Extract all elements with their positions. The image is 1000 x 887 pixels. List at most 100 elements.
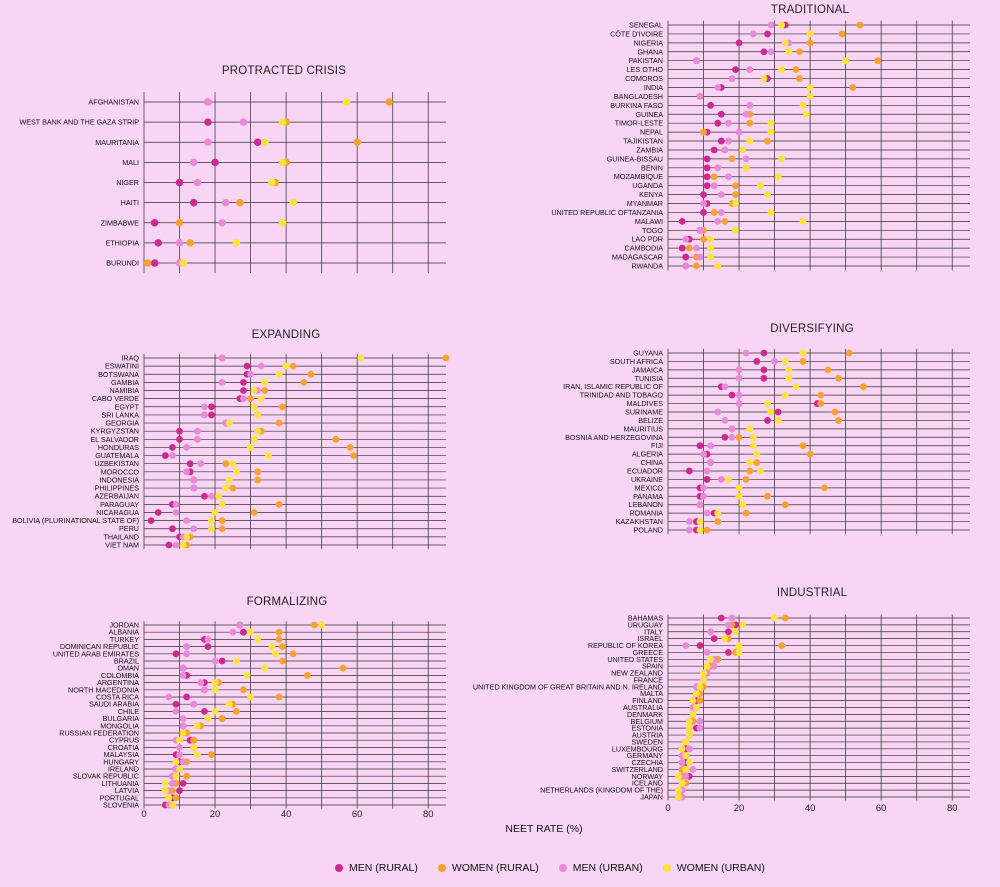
point-switzerland-men-urban — [689, 766, 697, 773]
point-namibia-women-rural — [261, 387, 269, 394]
row-label-malaysia: MALAYSIA — [104, 750, 140, 759]
row-label-indonesia: INDONESIA — [99, 475, 139, 484]
point-kenya-men-rural — [700, 191, 707, 198]
point-maldives-men-urban — [735, 400, 743, 407]
legend-item-women-urban: WOMEN (URBAN) — [662, 862, 765, 874]
point-guatemala-men-rural — [161, 452, 169, 459]
row-label-belize: BELIZE — [638, 416, 663, 425]
point-united-kingdom-of-great-britain-and-n-ireland-women-urban — [696, 683, 704, 691]
row-label-ukraine: UKRAINE — [631, 475, 663, 484]
point-italy-men-rural — [725, 628, 732, 636]
point-indonesia-women-rural — [254, 476, 262, 484]
point-jordan-men-urban — [236, 621, 244, 629]
row-label-cabo-verde: CABO VERDE — [92, 394, 139, 403]
row-label-comoros: COMOROS — [625, 74, 663, 83]
point-timor-leste-women-rural — [746, 119, 754, 127]
row-label-romania: ROMANIA — [629, 509, 663, 518]
row-label-oman: OMAN — [117, 664, 139, 673]
point-iran-islamic-republic-of-women-rural — [860, 383, 867, 391]
point-gambia-women-urban — [261, 378, 269, 386]
point-pakistan-men-urban — [693, 57, 700, 65]
point-guyana-men-rural — [760, 349, 768, 357]
row-label-algeria: ALGERIA — [632, 450, 663, 459]
point-comoros-women-urban — [760, 75, 768, 82]
point-niger-men-rural — [175, 178, 184, 187]
point-morocco-men-urban — [183, 468, 191, 476]
point-ethiopia-men-urban — [175, 239, 184, 247]
row-label-germany: GERMANY — [627, 751, 664, 760]
point-portugal-women-rural — [172, 794, 180, 802]
point-slovak-republic-women-urban — [172, 772, 180, 780]
point-zambia-men-urban — [721, 146, 729, 154]
point-guyana-women-rural — [845, 349, 853, 357]
point-guinea-bissau-women-rural — [728, 155, 736, 163]
point-burkina-faso-men-rural — [707, 101, 715, 109]
point-botswana-women-rural — [307, 370, 315, 378]
point-jamaica-women-rural — [824, 366, 832, 374]
point-west-bank-and-the-gaza-strip-men-urban — [239, 118, 248, 126]
point-ecuador-women-urban — [756, 467, 764, 475]
point-united-republic-oftanzania-women-urban — [767, 209, 775, 216]
point-japan-women-urban — [675, 793, 683, 801]
point-egypt-women-rural — [279, 403, 286, 411]
point-colombia-women-urban — [243, 672, 251, 679]
point-mozambique-women-rural — [710, 173, 718, 181]
row-label-chile: CHILE — [118, 707, 139, 716]
point-greece-women-urban — [735, 649, 743, 656]
point-uzbekistan-women-rural — [222, 460, 230, 468]
legend-item-men-rural: MEN (RURAL) — [335, 862, 418, 874]
row-label-mozambique: MOZAMBIQUE — [614, 172, 663, 181]
point-guatemala-women-urban — [264, 452, 272, 459]
point-myanmar-women-urban — [732, 200, 739, 207]
x-tick-label: 80 — [423, 809, 434, 820]
row-label-lebanon: LEBANON — [629, 500, 663, 509]
point-honduras-men-rural — [169, 444, 176, 451]
legend-label: WOMEN (URBAN) — [676, 862, 765, 874]
point-bosnia-and-herzegovina-women-urban — [749, 433, 757, 441]
row-label-el-salvador: EL SALVADOR — [90, 435, 139, 444]
point-malaysia-women-urban — [193, 751, 201, 758]
point-azerbaijan-men-urban — [208, 492, 215, 500]
row-label-tajikistan: TAJIKISTAN — [623, 137, 663, 146]
row-label-honduras: HONDURAS — [98, 443, 139, 452]
point-maldives-women-rural — [817, 400, 825, 407]
point-kazakhstan-women-urban — [696, 518, 704, 525]
point-dominican-republic-men-rural — [204, 643, 212, 650]
point-greece-men-rural — [725, 649, 732, 656]
point-chile-women-rural — [232, 708, 240, 715]
point-ghana-men-rural — [760, 48, 768, 56]
point-paraguay-men-urban — [172, 500, 180, 508]
point-portugal-women-urban — [165, 794, 173, 802]
point-mexico-women-urban — [735, 484, 743, 492]
row-label-slovak-republic: SLOVAK REPUBLIC — [73, 772, 139, 781]
point-united-republic-oftanzania-men-rural — [700, 209, 707, 216]
point-burundi-women-urban — [179, 259, 187, 267]
row-label-israel: ISRAEL — [637, 634, 663, 643]
point-namibia-men-rural — [240, 387, 247, 394]
point-bulgaria-men-urban — [179, 715, 187, 722]
row-label-madagascar: MADAGASCAR — [612, 253, 663, 262]
point-sri-lanka-women-urban — [254, 411, 262, 419]
row-label-les-otho: LES OTHO — [627, 65, 664, 74]
point-panama-men-urban — [700, 492, 707, 500]
row-label-uruguay: URUGUAY — [628, 620, 664, 629]
row-label-kyrgyzstan: KYRGYZSTAN — [91, 427, 139, 436]
row-label-cambodia: CAMBODIA — [625, 244, 664, 253]
point-iceland-women-urban — [678, 779, 686, 787]
row-label-viet-nam: VIET NAM — [105, 541, 139, 550]
point-belize-men-urban — [721, 417, 729, 424]
point-jamaica-men-urban — [735, 366, 743, 374]
point-ethiopia-women-urban — [232, 239, 241, 247]
point-suriname-women-urban — [767, 408, 775, 416]
point-costa-rica-men-urban — [165, 693, 173, 701]
point-senegal-women-rural — [856, 21, 864, 29]
point-burkina-faso-women-urban — [799, 101, 807, 109]
point-republic-of-korea-women-urban — [735, 642, 743, 649]
row-label-georgia: GEORGIA — [105, 419, 139, 428]
row-label-ireland: IRELAND — [108, 765, 139, 774]
point-rwanda-women-rural — [693, 262, 700, 270]
point-rwanda-men-urban — [682, 262, 690, 270]
point-sri-lanka-men-rural — [208, 411, 215, 419]
point-jamaica-women-urban — [785, 366, 793, 374]
